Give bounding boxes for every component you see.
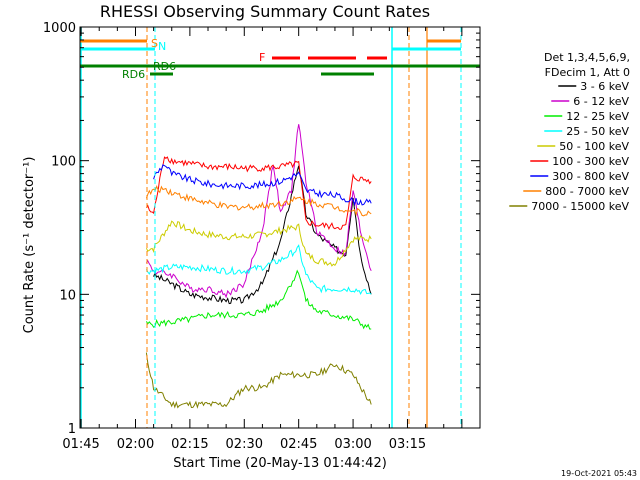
- flag-label-n: N: [158, 40, 166, 53]
- series-line-25-50-kev: [145, 244, 372, 296]
- y-axis: 1 10 100 1000: [43, 21, 480, 437]
- y-tick-label: 1: [68, 422, 76, 437]
- x-tick-label: 01:45: [62, 437, 99, 452]
- footer-timestamp: 19-Oct-2021 05:43: [561, 469, 637, 478]
- legend-entry-label: 300 - 800 keV: [552, 170, 629, 183]
- legend-entry-label: 7000 - 15000 keV: [531, 200, 629, 213]
- legend-header-line-1: Det 1,3,4,5,6,9,: [544, 51, 630, 64]
- legend-entry-label: 100 - 300 keV: [552, 155, 629, 168]
- y-tick-label: 10: [59, 288, 76, 303]
- x-tick-label: 02:00: [117, 437, 154, 452]
- x-tick-label: 03:15: [389, 437, 426, 452]
- y-tick-label: 100: [51, 155, 76, 170]
- series-line-300-800-kev: [153, 164, 372, 207]
- series-line-800-7000-kev: [145, 185, 372, 217]
- y-tick-label: 1000: [43, 21, 76, 36]
- legend-entry-label: 6 - 12 keV: [573, 95, 629, 108]
- series-line-6-12-kev: [145, 124, 372, 299]
- flag-label-f: F: [259, 51, 265, 64]
- series-line-100-300-kev: [145, 156, 372, 231]
- plot-area: S N RD6 RD6 F: [79, 26, 481, 429]
- flag-label-rd6: RD6: [122, 68, 145, 81]
- x-tick-label: 02:30: [226, 437, 263, 452]
- flag-label-rd6: RD6: [153, 60, 176, 73]
- x-tick-label: 02:45: [280, 437, 317, 452]
- series-line-50-100-kev: [145, 220, 372, 267]
- legend-entry-label: 800 - 7000 keV: [545, 185, 629, 198]
- x-tick-label: 02:15: [171, 437, 208, 452]
- legend-entry-label: 50 - 100 keV: [559, 140, 629, 153]
- chart-title: RHESSI Observing Summary Count Rates: [100, 2, 430, 21]
- legend: Det 1,3,4,5,6,9, FDecim 1, Att 0 3 - 6 k…: [509, 51, 630, 213]
- y-axis-label: Count Rate (s⁻¹ detector⁻¹): [22, 157, 37, 334]
- flag-label-s: S: [151, 37, 158, 50]
- x-axis-label: Start Time (20-May-13 01:44:42): [173, 456, 387, 471]
- legend-entry-label: 25 - 50 keV: [566, 125, 629, 138]
- x-tick-label: 03:00: [334, 437, 371, 452]
- legend-entry-label: 3 - 6 keV: [580, 80, 629, 93]
- series-line-3-6-kev: [153, 165, 372, 305]
- x-axis: 01:45 02:00 02:15 02:30 02:45 03:00 03:15: [62, 27, 481, 452]
- legend-entry-label: 12 - 25 keV: [566, 110, 629, 123]
- legend-header-line-2: FDecim 1, Att 0: [545, 66, 630, 79]
- series-line-7000-15000-kev: [145, 352, 372, 409]
- plot-frame: [79, 26, 481, 429]
- series-line-12-25-kev: [145, 269, 372, 330]
